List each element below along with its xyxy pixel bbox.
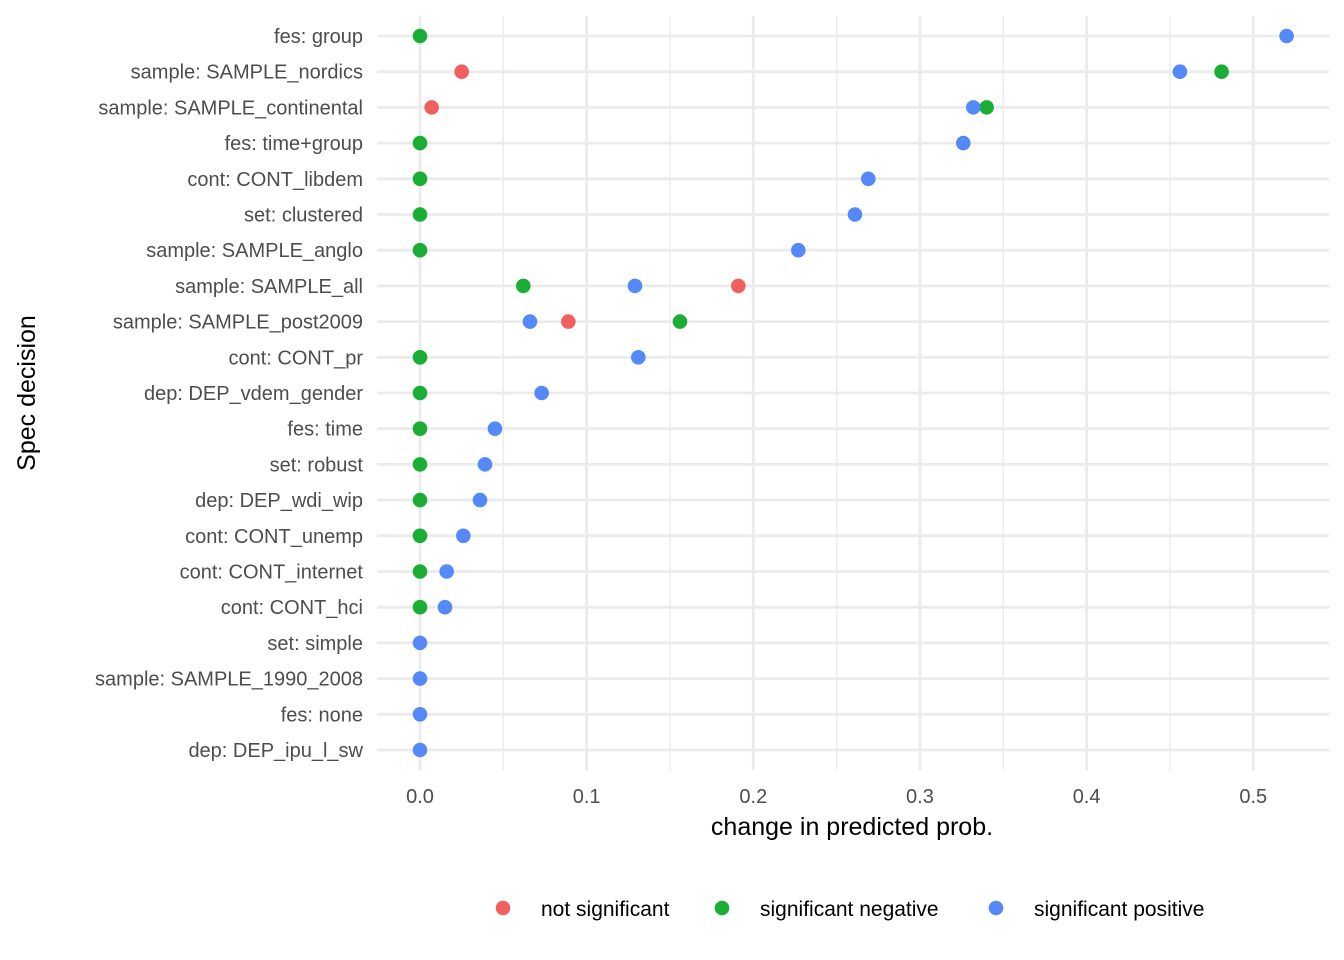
data-points xyxy=(412,28,1294,758)
point-significant-positive xyxy=(847,207,863,222)
point-significant-positive xyxy=(412,707,428,722)
legend-key-not-significant xyxy=(495,900,511,916)
x-tick-label: 0.1 xyxy=(573,786,601,808)
legend-key-significant-negative xyxy=(714,900,730,916)
point-significant-negative xyxy=(412,599,428,615)
point-significant-positive xyxy=(456,528,471,544)
point-not-significant xyxy=(454,64,469,79)
point-significant-negative xyxy=(412,350,428,365)
point-significant-negative xyxy=(412,457,428,472)
x-axis-title: change in predicted prob. xyxy=(711,813,993,841)
point-significant-positive xyxy=(472,492,488,508)
point-significant-positive xyxy=(439,564,454,579)
point-significant-negative xyxy=(412,385,428,401)
point-not-significant xyxy=(424,100,439,115)
point-significant-negative xyxy=(412,171,428,187)
y-axis-tick-labels: fes: group sample: SAMPLE_nordics sample: … xyxy=(95,26,364,762)
point-significant-negative xyxy=(412,135,428,151)
point-significant-positive xyxy=(627,278,643,294)
x-tick-label: 0.4 xyxy=(1073,786,1101,808)
point-significant-negative xyxy=(412,28,428,44)
point-significant-positive xyxy=(955,135,971,151)
point-significant-positive xyxy=(1279,28,1294,44)
y-tick-label: sample: SAMPLE_post2009 xyxy=(113,312,363,334)
point-not-significant xyxy=(561,314,576,329)
x-axis-tick-labels: 0.0 0.1 0.2 0.3 0.4 0.5 xyxy=(406,786,1267,808)
point-significant-negative xyxy=(412,528,428,544)
y-tick-label: sample: SAMPLE_1990_2008 xyxy=(95,669,363,691)
point-significant-negative xyxy=(412,207,428,222)
point-significant-positive xyxy=(487,421,503,437)
x-tick-label: 0.0 xyxy=(406,786,434,808)
y-tick-label: dep: DEP_vdem_gender xyxy=(144,383,363,405)
y-tick-label: cont: CONT_unemp xyxy=(185,526,363,548)
y-tick-label: dep: DEP_wdi_wip xyxy=(195,490,363,512)
point-significant-positive xyxy=(1172,64,1188,79)
point-significant-negative xyxy=(1214,64,1229,79)
y-axis-title: Spec decision xyxy=(13,315,41,471)
point-significant-negative xyxy=(516,278,531,294)
y-tick-label: cont: CONT_libdem xyxy=(187,169,363,191)
point-significant-positive xyxy=(412,671,428,686)
y-tick-label: set: robust xyxy=(270,454,364,476)
y-tick-label: cont: CONT_internet xyxy=(180,562,364,584)
point-significant-negative xyxy=(672,314,688,329)
y-tick-label: fes: time+group xyxy=(225,133,363,155)
y-tick-label: cont: CONT_hci xyxy=(221,597,363,619)
y-tick-label: sample: SAMPLE_continental xyxy=(98,97,363,119)
y-tick-label: sample: SAMPLE_nordics xyxy=(131,62,363,84)
y-tick-label: dep: DEP_ipu_l_sw xyxy=(188,740,363,762)
y-tick-label: sample: SAMPLE_all xyxy=(175,276,363,298)
y-tick-label: fes: none xyxy=(281,704,363,726)
legend-label-not-significant: not significant xyxy=(541,898,670,921)
y-tick-label: cont: CONT_pr xyxy=(229,347,364,369)
y-tick-label: set: simple xyxy=(267,633,363,655)
point-significant-positive xyxy=(412,742,428,758)
legend-label-significant-positive: significant positive xyxy=(1034,898,1204,921)
point-significant-negative xyxy=(412,492,428,508)
grid-lines xyxy=(377,16,1329,770)
point-significant-negative xyxy=(412,564,428,579)
legend: not significant significant negative signi… xyxy=(495,898,1204,921)
point-significant-negative xyxy=(979,100,994,115)
y-tick-label: fes: time xyxy=(287,419,363,441)
point-significant-positive xyxy=(860,171,876,187)
point-significant-positive xyxy=(522,314,538,329)
legend-label-significant-negative: significant negative xyxy=(760,898,939,921)
x-tick-label: 0.3 xyxy=(906,786,934,808)
y-tick-label: fes: group xyxy=(274,26,363,48)
point-significant-positive xyxy=(534,385,549,401)
y-tick-label: sample: SAMPLE_anglo xyxy=(146,240,363,262)
point-significant-positive xyxy=(412,635,428,651)
point-significant-positive xyxy=(631,350,646,365)
point-significant-positive xyxy=(477,457,493,472)
point-significant-negative xyxy=(412,421,428,437)
point-not-significant xyxy=(731,278,746,294)
x-tick-label: 0.5 xyxy=(1239,786,1267,808)
point-significant-negative xyxy=(412,242,428,258)
point-significant-positive xyxy=(437,599,453,615)
point-significant-positive xyxy=(790,242,806,258)
y-tick-label: set: clustered xyxy=(244,205,363,227)
x-tick-label: 0.2 xyxy=(739,786,767,808)
point-significant-positive xyxy=(965,100,981,115)
legend-key-significant-positive xyxy=(988,900,1004,916)
